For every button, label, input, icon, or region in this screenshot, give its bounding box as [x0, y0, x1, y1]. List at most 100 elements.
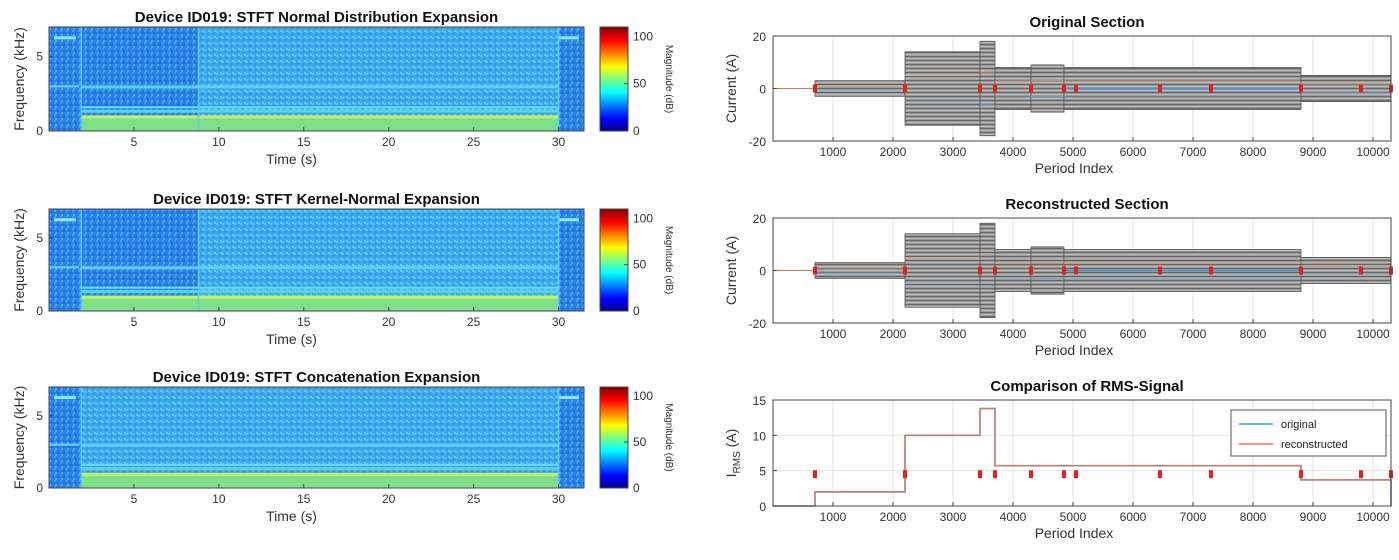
current-envelope-segment	[1300, 256, 1392, 285]
spectrogram-segment-region	[81, 27, 199, 131]
change-marker	[903, 470, 907, 479]
x-axis-label: Time (s)	[266, 508, 317, 524]
y-tick-label: 15	[753, 394, 767, 408]
legend-label: reconstructed	[1281, 439, 1348, 451]
legend-box	[1230, 409, 1387, 457]
colorbar	[599, 208, 629, 312]
current-envelope-segment	[904, 233, 981, 308]
y-axis-label: Frequency (kHz)	[11, 386, 27, 489]
change-marker	[813, 84, 817, 93]
x-tick-label: 5000	[1060, 145, 1087, 159]
x-tick-label: 6000	[1120, 327, 1147, 341]
current-envelope-fill	[994, 67, 1032, 110]
x-axis-label: Period Index	[1035, 342, 1114, 358]
colorbar	[599, 26, 629, 132]
y-tick-label: 0	[36, 481, 43, 495]
spectrogram-band-tail-high	[559, 218, 579, 222]
spectrogram-band-startup	[49, 85, 79, 88]
x-tick-label: 7000	[1180, 327, 1207, 341]
x-tick-label: 15	[297, 315, 311, 329]
y-tick-label: 20	[753, 30, 767, 44]
current-envelope-fill	[1030, 246, 1065, 295]
spectrogram-band-edge	[81, 472, 559, 476]
y-tick-label: 0	[759, 500, 766, 514]
change-marker	[903, 84, 907, 93]
plot-frame	[48, 386, 585, 489]
current-envelope-segment	[994, 249, 1032, 292]
x-tick-label: 30	[552, 315, 566, 329]
change-marker	[1209, 470, 1213, 479]
colorbar-tick-label: 100	[633, 29, 653, 43]
x-tick-label: 2000	[880, 510, 907, 524]
plot-title: Comparison of RMS-Signal	[990, 378, 1183, 395]
x-tick-label: 25	[467, 135, 481, 149]
current-envelope-segment	[814, 80, 906, 97]
colorbar-label: Magnitude (dB)	[663, 226, 674, 294]
x-tick-label: 10	[212, 492, 226, 506]
y-tick-label: 0	[36, 124, 43, 138]
spectrogram-band-tail-high	[559, 396, 579, 400]
change-marker	[1158, 266, 1162, 275]
x-tick-label: 30	[552, 135, 566, 149]
spectrogram-band-tail-high	[559, 36, 579, 40]
change-marker	[1074, 84, 1078, 93]
spectrogram-band-startup	[49, 266, 79, 269]
y-tick-label: 10	[753, 429, 767, 443]
x-axis-label: Time (s)	[266, 331, 317, 347]
legend-label: original	[1281, 419, 1316, 431]
colorbar-tick-label: 0	[633, 124, 640, 138]
change-marker	[903, 266, 907, 275]
change-marker	[978, 84, 982, 93]
y-axis-label: Frequency (kHz)	[11, 27, 27, 130]
change-marker	[1029, 266, 1033, 275]
spectrogram-startup-region	[49, 387, 82, 488]
current-envelope-segment	[814, 262, 906, 279]
x-tick-label: 10	[212, 135, 226, 149]
x-tick-label: 1000	[820, 145, 847, 159]
x-tick-label: 5000	[1060, 327, 1087, 341]
x-tick-label: 4000	[1000, 145, 1027, 159]
spectrogram-band-fundamental	[81, 115, 559, 131]
x-tick-label: 3000	[940, 327, 967, 341]
plot-title: Original Section	[1029, 14, 1144, 31]
colorbar-tick-label: 50	[633, 258, 647, 272]
x-tick-label: 3000	[940, 510, 967, 524]
x-tick-label: 1000	[820, 510, 847, 524]
x-axis-label: Time (s)	[266, 151, 317, 167]
change-marker	[1062, 84, 1066, 93]
x-tick-label: 2000	[880, 327, 907, 341]
change-marker	[1209, 266, 1213, 275]
x-tick-label: 10000	[1356, 327, 1390, 341]
spectrogram-tail-region	[558, 209, 584, 311]
x-tick-label: 15	[297, 492, 311, 506]
change-marker	[993, 266, 997, 275]
colorbar-tick-label: 0	[633, 481, 640, 495]
change-marker	[1359, 470, 1363, 479]
change-marker	[1062, 470, 1066, 479]
colorbar-tick-label: 100	[633, 389, 653, 403]
x-axis-label: Period Index	[1035, 160, 1114, 176]
spectrogram-band-fundamental	[81, 295, 559, 311]
y-tick-label: -20	[749, 135, 767, 149]
change-marker	[1074, 470, 1078, 479]
spectrogram-band-startup-high	[54, 396, 76, 400]
x-tick-label: 8000	[1240, 327, 1267, 341]
change-marker	[993, 84, 997, 93]
change-marker	[1299, 266, 1303, 275]
plot-frame	[772, 399, 1392, 507]
y-tick-label: 20	[753, 212, 767, 226]
plot-title: Device ID019: STFT Kernel-Normal Expansi…	[153, 191, 480, 208]
current-envelope-fill	[994, 249, 1032, 292]
x-tick-label: 8000	[1240, 510, 1267, 524]
spectrogram-band-startup-high	[54, 218, 76, 222]
colorbar-label: Magnitude (dB)	[663, 403, 674, 471]
change-marker	[1062, 266, 1066, 275]
spectrogram-band-harmonic	[81, 266, 559, 270]
colorbar-tick-label: 50	[633, 435, 647, 449]
current-envelope-segment	[979, 222, 996, 319]
spectrogram-startup-region	[49, 27, 82, 131]
y-axis-label-subscript: RMS	[732, 451, 743, 474]
y-axis-label-unit: (A)	[723, 429, 739, 452]
current-envelope-fill	[1300, 256, 1392, 285]
